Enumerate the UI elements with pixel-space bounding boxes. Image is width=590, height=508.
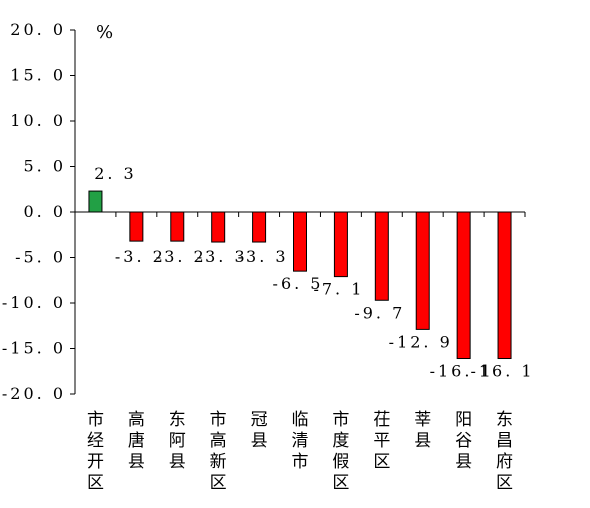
value-label: -3. 2 xyxy=(156,247,207,266)
category-label: 高唐县 xyxy=(128,410,145,472)
category-label: 市高新区 xyxy=(210,410,227,493)
value-label: -3. 2 xyxy=(115,247,166,266)
value-labels: 2. 3-3. 2-3. 2-3. 3-3. 3-6. 5-7. 1-9. 7-… xyxy=(94,164,534,381)
value-label: -7. 1 xyxy=(313,280,364,299)
y-tick-label: -15. 0 xyxy=(2,339,66,358)
value-label: -9. 7 xyxy=(354,303,405,322)
bar xyxy=(252,211,267,243)
y-tick-label: -10. 0 xyxy=(2,293,66,312)
category-label: 市度假区 xyxy=(332,410,349,493)
bar xyxy=(333,211,348,278)
category-label: 茌平区 xyxy=(373,410,390,472)
category-label: 莘县 xyxy=(414,410,431,451)
y-tick-label: 15. 0 xyxy=(10,66,66,85)
y-tick-label: 10. 0 xyxy=(10,111,66,130)
value-label: -6. 5 xyxy=(273,274,324,293)
unit-label: % xyxy=(96,22,113,43)
y-tick-label: 5. 0 xyxy=(23,157,66,176)
category-label: 东阿县 xyxy=(169,410,186,472)
value-label: -3. 3 xyxy=(197,247,248,266)
bar xyxy=(88,190,103,213)
y-tick-label: 20. 0 xyxy=(10,20,66,39)
bar xyxy=(211,211,226,243)
y-tick-label: 0. 0 xyxy=(23,202,66,221)
bar xyxy=(497,211,512,360)
value-label: 2. 3 xyxy=(94,164,137,183)
value-label: -12. 9 xyxy=(389,332,453,351)
bar xyxy=(374,211,389,301)
value-label: -16. 1 xyxy=(470,362,534,381)
category-label: 临清市 xyxy=(292,410,309,472)
value-label: -3. 3 xyxy=(238,247,289,266)
bar xyxy=(170,211,185,242)
value-label: -16. 1 xyxy=(430,362,494,381)
bars xyxy=(88,190,512,360)
y-tick-label: -5. 0 xyxy=(15,248,66,267)
bar xyxy=(415,211,430,330)
category-label: 冠县 xyxy=(251,410,268,451)
category-label: 市经开区 xyxy=(87,410,104,493)
bar xyxy=(293,211,307,272)
category-label: 东昌府区 xyxy=(496,410,513,493)
category-labels: 市经开区 高唐县 东阿县 市高新区 冠县 临清市 市度假区 茌平区 莘县 阳谷县 东昌府区 xyxy=(87,410,513,493)
bar xyxy=(129,211,144,242)
y-tick-label: -20. 0 xyxy=(2,384,66,403)
bar xyxy=(456,211,471,360)
y-axis: 20. 0 15. 0 10. 0 5. 0 0. 0 -5. 0 -10. 0 -15. 0… xyxy=(2,20,76,403)
x-axis xyxy=(75,211,526,217)
category-label: 阳谷县 xyxy=(455,410,472,472)
